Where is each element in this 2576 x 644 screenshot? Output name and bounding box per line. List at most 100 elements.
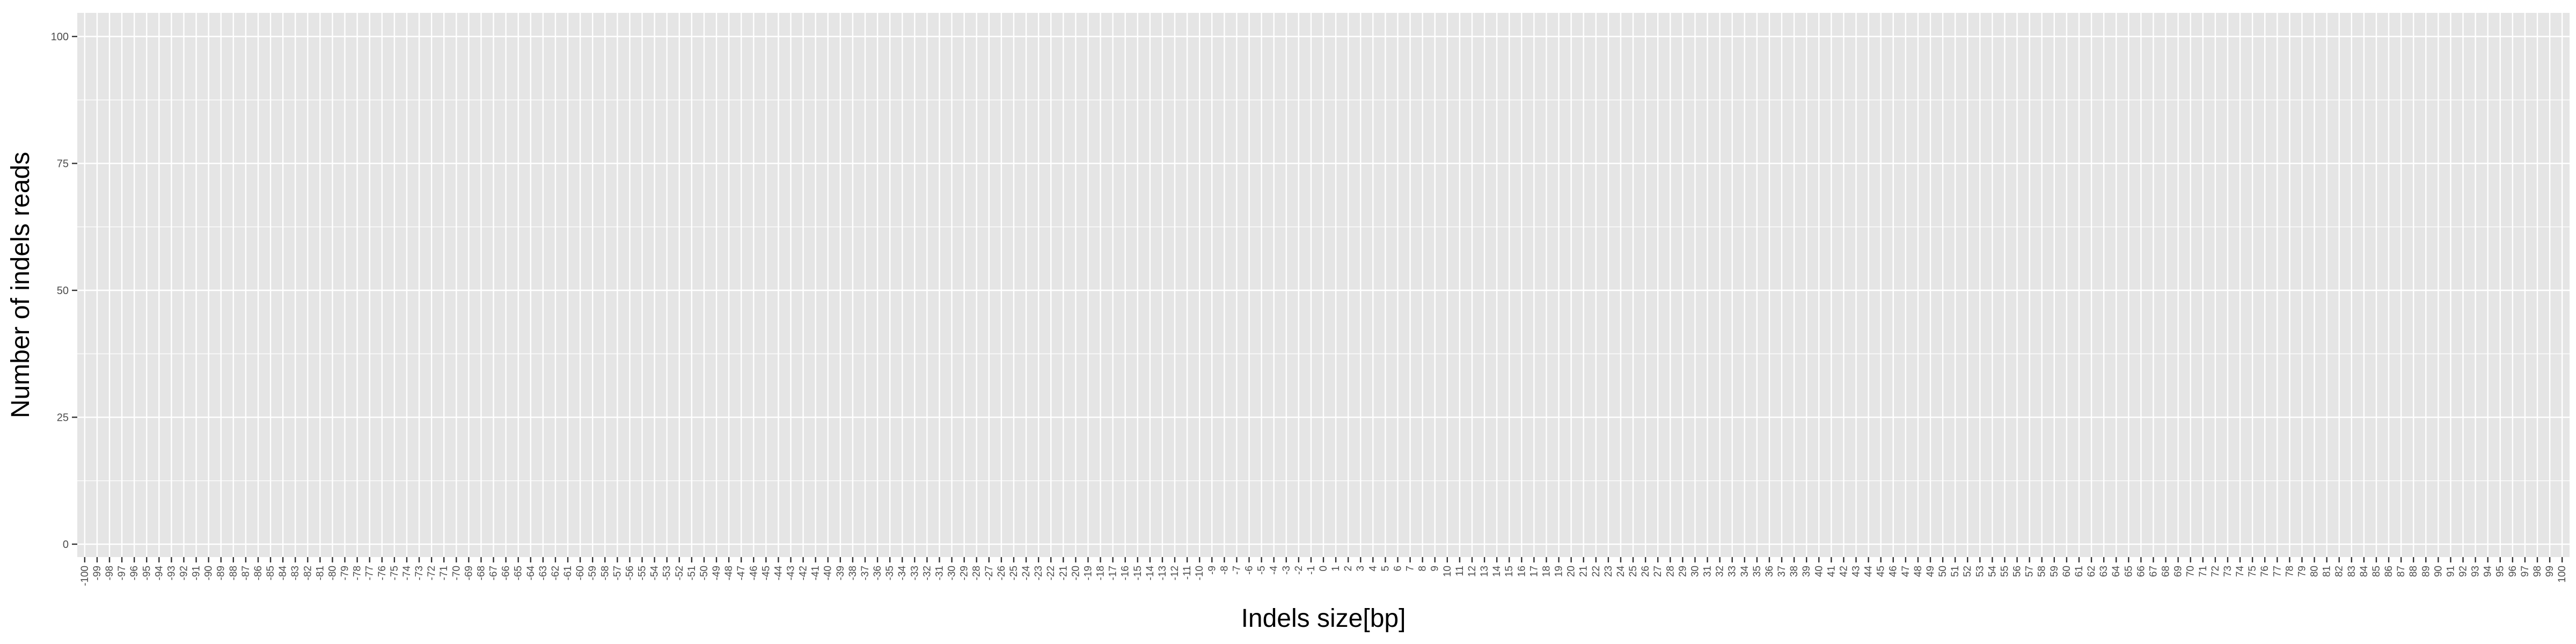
x-tick-label: 47 [1900,566,1912,577]
x-tick-label: 3 [1355,566,1366,572]
x-tick-label: 43 [1851,566,1862,577]
x-tick-label: 12 [1467,566,1478,577]
x-tick-label: 41 [1826,566,1837,577]
x-tick-label: 33 [1727,566,1738,577]
x-tick-label: -24 [1021,566,1032,581]
major-gridlines-x [84,13,2563,557]
x-tick-label: -19 [1082,566,1094,580]
x-tick-label: 68 [2161,566,2172,577]
x-tick-label: -16 [1120,566,1131,580]
x-tick-label: -44 [773,566,784,581]
x-tick-label: 76 [2259,566,2271,577]
x-tick-label: -38 [847,566,859,580]
x-tick-label: 62 [2086,566,2097,577]
x-tick-label: 2 [1343,566,1354,572]
x-tick-label: -84 [277,566,289,581]
x-tick-label: 94 [2483,566,2494,577]
x-tick-label: -59 [587,566,598,580]
x-tick-label: -6 [1244,566,1255,575]
x-tick-label: -53 [662,566,673,580]
x-tick-label: -80 [327,566,338,580]
x-tick-label: 21 [1578,566,1590,577]
x-tick-label: -15 [1132,566,1144,580]
x-tick-label: 73 [2222,566,2234,577]
x-tick-label: -61 [562,566,574,580]
x-tick-label: 40 [1813,566,1825,577]
y-tick-label: 25 [57,412,69,424]
x-tick-label: -81 [314,566,326,580]
x-tick-label: -72 [426,566,437,580]
x-tick-label: -32 [921,566,933,580]
x-tick-label: 5 [1380,566,1391,572]
x-tick-label: -34 [897,566,908,581]
x-tick-label: -60 [575,566,586,580]
x-tick-label: 7 [1405,566,1416,572]
x-tick-label: -47 [736,566,747,580]
x-tick-label: -27 [984,566,995,580]
x-tick-label: 0 [1318,566,1329,572]
x-tick-label: 89 [2420,566,2432,577]
x-tick-label: 71 [2198,566,2209,577]
x-tick-label: 25 [1628,566,1639,577]
x-tick-label: -43 [785,566,796,580]
x-tick-label: 81 [2322,566,2333,577]
x-tick-label: -74 [401,566,413,581]
y-tick-label: 50 [57,285,69,297]
x-tick-label: 83 [2346,566,2358,577]
y-axis: 0 25 50 75 100 [51,31,77,551]
x-tick-label: 39 [1801,566,1812,577]
x-tick-label: 84 [2359,566,2370,577]
x-tick-label: 95 [2495,566,2506,577]
x-tick-label: -67 [488,566,500,580]
x-tick-label: 32 [1715,566,1726,577]
x-tick-label: -48 [723,566,735,580]
x-tick-label: 66 [2135,566,2147,577]
x-tick-label: -57 [612,566,623,580]
x-tick-label: -86 [253,566,264,580]
x-tick-label: 27 [1652,566,1664,577]
x-tick-label: -30 [947,566,958,580]
x-tick-label: -17 [1108,566,1119,580]
x-tick-label: -1 [1306,566,1317,575]
x-tick-label: -79 [340,566,351,580]
x-tick-label: -37 [860,566,871,580]
x-axis: -100 -99 -98 -97 -96 -95 -94 -93 -92 -91 -90 -89 -88… [79,557,2568,586]
x-tick-label: 61 [2074,566,2085,577]
x-tick-label: -20 [1070,566,1081,580]
x-tick-label: -26 [996,566,1007,580]
x-tick-label: -28 [971,566,983,580]
x-tick-label: -18 [1095,566,1107,580]
x-tick-label: -10 [1194,566,1205,580]
x-tick-label: -56 [624,566,635,580]
x-tick-label: 82 [2334,566,2345,577]
x-tick-label: 17 [1528,566,1540,577]
x-tick-label: -8 [1219,566,1230,575]
x-tick-label: -40 [823,566,834,580]
x-tick-label: -13 [1157,566,1168,580]
x-tick-label: -82 [302,566,313,580]
x-tick-label: -71 [438,566,450,580]
x-tick-label: 36 [1764,566,1775,577]
x-tick-label: 35 [1752,566,1763,577]
x-tick-label: 31 [1702,566,1714,577]
x-tick-label: 30 [1689,566,1701,577]
x-tick-label: 19 [1554,566,1565,577]
x-tick-label: 64 [2111,566,2122,577]
x-tick-label: 86 [2383,566,2395,577]
x-tick-label: -52 [674,566,685,580]
x-tick-label: -93 [166,566,177,580]
x-tick-label: -39 [835,566,846,580]
x-tick-label: -88 [228,566,239,580]
x-tick-label: -92 [179,566,190,580]
x-tick-label: 65 [2123,566,2134,577]
x-tick-label: -76 [377,566,388,580]
x-tick-label: 46 [1888,566,1899,577]
x-tick-label: 88 [2408,566,2419,577]
x-tick-label: 56 [2012,566,2023,577]
x-tick-label: 78 [2284,566,2295,577]
x-tick-label: 37 [1776,566,1788,577]
x-tick-label: -4 [1269,566,1280,575]
x-tick-label: 63 [2098,566,2110,577]
x-tick-label: -97 [116,566,128,580]
x-tick-label: -99 [92,566,103,580]
